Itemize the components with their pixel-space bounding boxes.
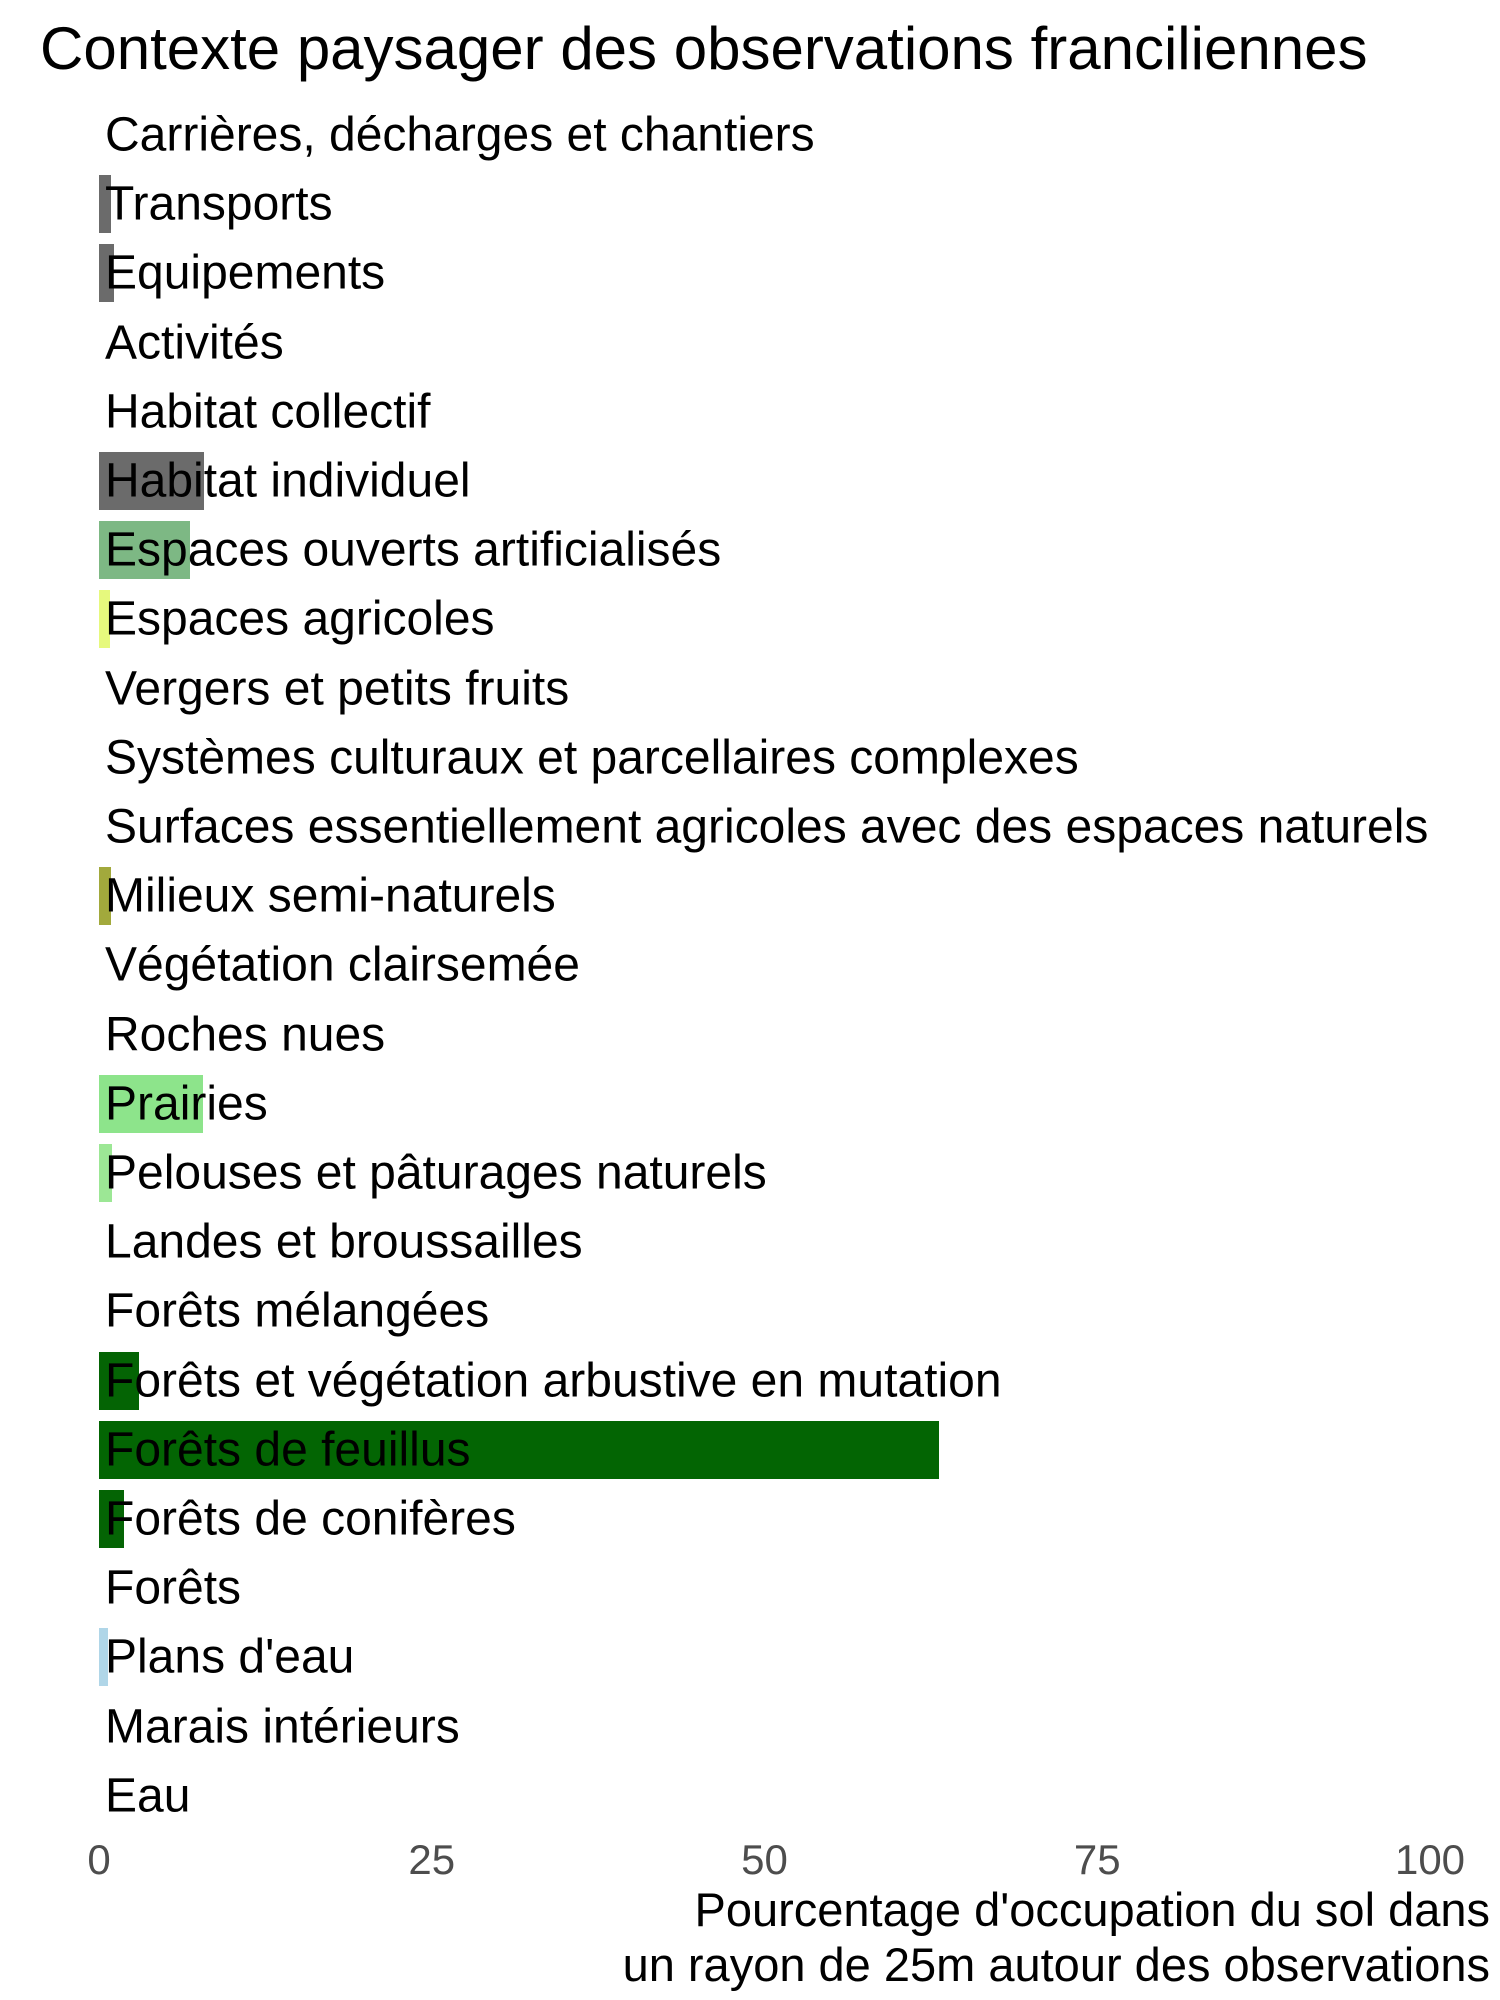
chart-title: Contexte paysager des observations franc… [40,15,1368,82]
category-label: Eau [105,1769,191,1823]
bar-row: Surfaces essentiellement agricoles avec … [0,793,1500,862]
bar-row: Milieux semi-naturels [0,862,1500,931]
bar-row: Systèmes culturaux et parcellaires compl… [0,723,1500,792]
category-label: Prairies [105,1077,268,1131]
category-label: Espaces agricoles [105,592,495,646]
category-label: Espaces ouverts artificialisés [105,523,722,577]
bar-row: Forêts [0,1554,1500,1623]
bar [99,590,110,649]
bar-row: Carrières, décharges et chantiers [0,101,1500,170]
category-label: Activités [105,316,284,370]
category-label: Plans d'eau [105,1630,355,1684]
category-label: Milieux semi-naturels [105,869,556,923]
x-axis-title: Pourcentage d'occupation du sol dans un … [10,1882,1490,1993]
category-label: Transports [105,177,333,231]
category-label: Habitat individuel [105,454,471,508]
bar-row: Transports [0,170,1500,239]
bar-row: Habitat collectif [0,377,1500,446]
x-tick-label: 50 [741,1836,788,1883]
bar-row: Roches nues [0,1000,1500,1069]
bar [99,1074,203,1133]
bar-row: Espaces ouverts artificialisés [0,516,1500,585]
bar [99,452,205,510]
bar-row: Forêts et végétation arbustive en mutati… [0,1346,1500,1415]
category-label: Forêts et végétation arbustive en mutati… [105,1354,1002,1408]
x-tick-label: 75 [1073,1836,1121,1883]
bar [99,1420,939,1479]
x-axis-title-line1: Pourcentage d'occupation du sol dans [694,1883,1491,1936]
category-label: Marais intérieurs [105,1700,460,1754]
bar [99,1628,109,1687]
category-label: Forêts [105,1561,242,1615]
bar [99,1144,113,1202]
category-label: Surfaces essentiellement agricoles avec … [105,800,1429,854]
category-label: Pelouses et pâturages naturels [105,1146,767,1200]
bar-row: Marais intérieurs [0,1692,1500,1761]
x-tick-label: 0 [87,1836,111,1883]
bar-row: Forêts de conifères [0,1485,1500,1554]
bar-row: Landes et broussailles [0,1208,1500,1277]
category-label: Systèmes culturaux et parcellaires compl… [105,731,1079,785]
category-label: Carrières, décharges et chantiers [105,108,815,162]
bar-row: Activités [0,308,1500,377]
category-label: Landes et broussailles [105,1215,583,1269]
bar-row: Plans d'eau [0,1623,1500,1692]
bar-row: Habitat individuel [0,447,1500,516]
bar [99,867,111,926]
bar-row: Eau [0,1761,1500,1830]
bar-row: Equipements [0,239,1500,308]
category-label: Roches nues [105,1008,386,1062]
category-label: Forêts de conifères [105,1492,516,1546]
bar-row: Forêts de feuillus [0,1415,1500,1484]
plot-area: Carrières, décharges et chantiers Transpo… [0,101,1500,1830]
x-axis: 0 25 50 75 100 [0,1836,1500,1896]
bar [99,521,190,580]
bar-row: Prairies [0,1069,1500,1138]
category-label: Végétation clairsemée [105,938,580,992]
bar [99,244,114,303]
category-label: Vergers et petits fruits [105,662,570,716]
category-label: Habitat collectif [105,385,431,439]
bar-row: Espaces agricoles [0,585,1500,654]
x-axis-title-line2: un rayon de 25m autour des observations [622,1938,1490,1992]
bar [99,1490,125,1548]
bar [99,1351,139,1410]
category-label: Equipements [105,246,386,300]
bar-row: Végétation clairsemée [0,931,1500,1000]
x-tick-label: 100 [1394,1836,1466,1883]
category-label: Forêts de feuillus [105,1423,471,1477]
category-label: Forêts mélangées [105,1284,490,1338]
bar [99,175,111,234]
x-tick-label: 25 [408,1836,456,1883]
bar-row: Forêts mélangées [0,1277,1500,1346]
bar-row: Vergers et petits fruits [0,654,1500,723]
bar-row: Pelouses et pâturages naturels [0,1139,1500,1208]
